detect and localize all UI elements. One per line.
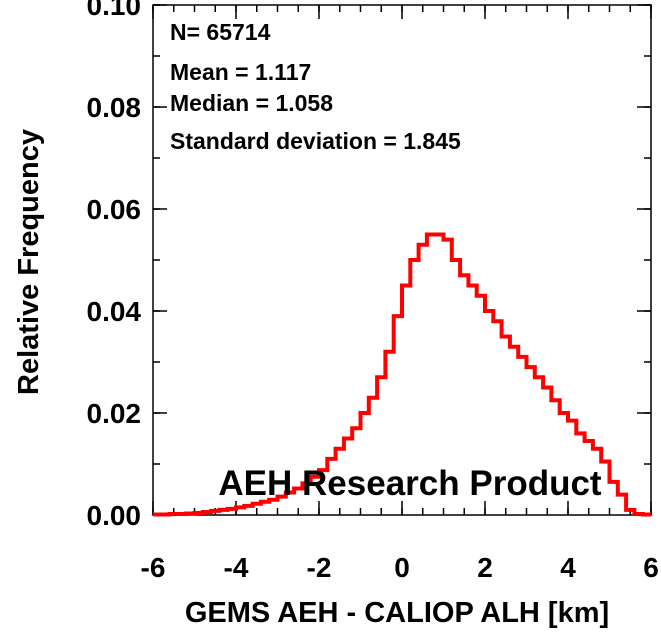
x-tick-label: -4	[224, 552, 249, 583]
x-tick-label: 0	[394, 552, 410, 583]
x-tick-label: 6	[643, 552, 659, 583]
stat-std: Standard deviation = 1.845	[170, 128, 461, 154]
stat-n: N= 65714	[170, 19, 271, 45]
x-axis-title: GEMS AEH - CALIOP ALH [km]	[185, 597, 609, 629]
y-axis-tick-labels: 0.00 0.02 0.04 0.06 0.08 0.10	[87, 0, 142, 531]
y-tick-label: 0.00	[87, 500, 142, 531]
x-tick-label: -2	[307, 552, 332, 583]
x-tick-label: -6	[141, 552, 166, 583]
y-tick-label: 0.08	[87, 92, 142, 123]
product-label: AEH Research Product	[218, 464, 602, 503]
histogram-series-line	[153, 232, 651, 517]
x-tick-label: 4	[560, 552, 576, 583]
y-tick-label: 0.02	[87, 398, 142, 429]
y-tick-label: 0.10	[87, 0, 142, 21]
x-axis-tick-labels: -6 -4 -2 0 2 4 6	[141, 552, 659, 583]
y-tick-label: 0.04	[87, 296, 142, 327]
y-tick-label: 0.06	[87, 194, 142, 225]
stat-median: Median = 1.058	[170, 90, 333, 116]
stat-mean: Mean = 1.117	[170, 59, 311, 85]
x-tick-label: 2	[477, 552, 493, 583]
y-axis-title: Relative Frequency	[13, 129, 45, 395]
